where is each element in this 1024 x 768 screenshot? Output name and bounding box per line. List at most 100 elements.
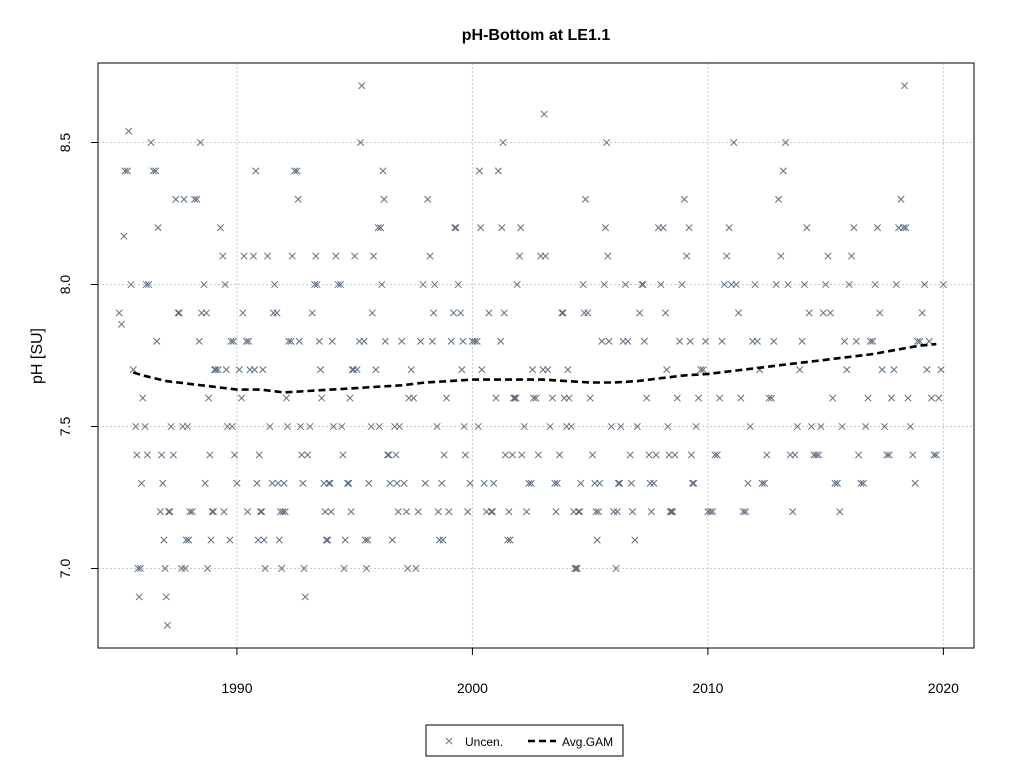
point-stroke — [505, 508, 513, 516]
data-point — [581, 195, 590, 203]
data-point — [282, 394, 290, 402]
data-point — [271, 280, 279, 289]
data-point — [139, 394, 147, 402]
point-stroke — [892, 280, 900, 289]
point-stroke — [646, 479, 654, 487]
point-stroke — [923, 366, 931, 374]
point-stroke — [393, 479, 401, 487]
point-stroke — [633, 422, 641, 431]
data-point — [869, 337, 877, 345]
point-stroke — [358, 82, 366, 90]
data-point — [347, 508, 355, 516]
point-stroke — [833, 479, 841, 487]
point-stroke — [421, 479, 429, 487]
data-point — [697, 366, 705, 374]
data-point — [541, 252, 549, 260]
data-point — [243, 508, 252, 516]
point-stroke — [920, 280, 929, 289]
point-stroke — [573, 564, 581, 573]
data-point — [296, 422, 305, 431]
data-point — [686, 337, 694, 345]
data-point — [501, 451, 509, 459]
point-stroke — [135, 593, 143, 601]
point-stroke — [553, 479, 561, 487]
point-stroke — [426, 252, 434, 260]
point-stroke — [899, 224, 907, 232]
data-point — [174, 309, 182, 317]
data-point — [645, 451, 653, 459]
data-point — [172, 195, 180, 203]
point-stroke — [628, 508, 637, 516]
point-stroke — [510, 394, 518, 402]
point-stroke — [819, 309, 827, 317]
data-point — [154, 224, 162, 232]
point-stroke — [800, 280, 809, 289]
point-stroke — [266, 422, 274, 431]
chart-title: pH-Bottom at LE1.1 — [462, 27, 611, 44]
data-point — [935, 394, 943, 402]
data-point — [409, 394, 418, 402]
point-stroke — [178, 564, 186, 573]
point-stroke — [205, 394, 213, 402]
point-stroke — [327, 508, 335, 516]
data-point — [142, 280, 150, 289]
point-stroke — [581, 195, 590, 203]
data-point — [464, 508, 472, 516]
point-stroke — [158, 451, 166, 459]
point-stroke — [280, 479, 288, 487]
data-point — [833, 479, 841, 487]
point-stroke — [165, 508, 173, 516]
data-point — [263, 252, 272, 260]
point-stroke — [624, 337, 632, 345]
point-stroke — [474, 422, 482, 431]
data-point — [311, 280, 319, 289]
point-stroke — [466, 479, 474, 487]
data-point — [932, 451, 940, 459]
data-point — [216, 224, 225, 232]
point-stroke — [488, 508, 496, 516]
point-stroke — [604, 252, 612, 260]
point-stroke — [163, 621, 172, 629]
point-stroke — [181, 564, 189, 573]
data-point — [718, 337, 726, 345]
data-point — [329, 422, 338, 431]
point-stroke — [212, 366, 220, 374]
data-point — [349, 366, 358, 374]
data-point — [300, 564, 308, 573]
point-stroke — [442, 394, 451, 402]
point-stroke — [847, 252, 856, 260]
point-stroke — [744, 479, 752, 487]
point-stroke — [362, 564, 371, 573]
point-stroke — [136, 564, 144, 573]
data-point — [378, 280, 386, 289]
point-stroke — [596, 479, 604, 487]
data-point — [657, 280, 665, 289]
point-stroke — [190, 195, 199, 203]
point-stroke — [607, 422, 615, 431]
point-stroke — [699, 366, 707, 374]
data-point — [532, 394, 540, 402]
data-point — [646, 479, 654, 487]
data-point — [440, 451, 448, 459]
data-point — [274, 479, 282, 487]
point-stroke — [121, 167, 129, 175]
data-point — [628, 508, 637, 516]
point-stroke — [404, 564, 412, 573]
point-stroke — [169, 451, 177, 459]
data-point — [353, 366, 361, 374]
data-point — [325, 479, 333, 487]
point-stroke — [640, 337, 648, 345]
data-point — [614, 479, 622, 487]
point-stroke — [447, 337, 455, 345]
point-stroke — [251, 366, 259, 374]
point-stroke — [791, 451, 799, 459]
point-stroke — [862, 422, 870, 431]
point-stroke — [384, 451, 392, 459]
data-point — [685, 224, 693, 232]
point-stroke — [279, 508, 287, 516]
data-point — [207, 536, 215, 544]
data-point — [442, 394, 451, 402]
data-point — [388, 536, 396, 544]
data-point — [584, 309, 592, 317]
data-point — [826, 309, 834, 317]
